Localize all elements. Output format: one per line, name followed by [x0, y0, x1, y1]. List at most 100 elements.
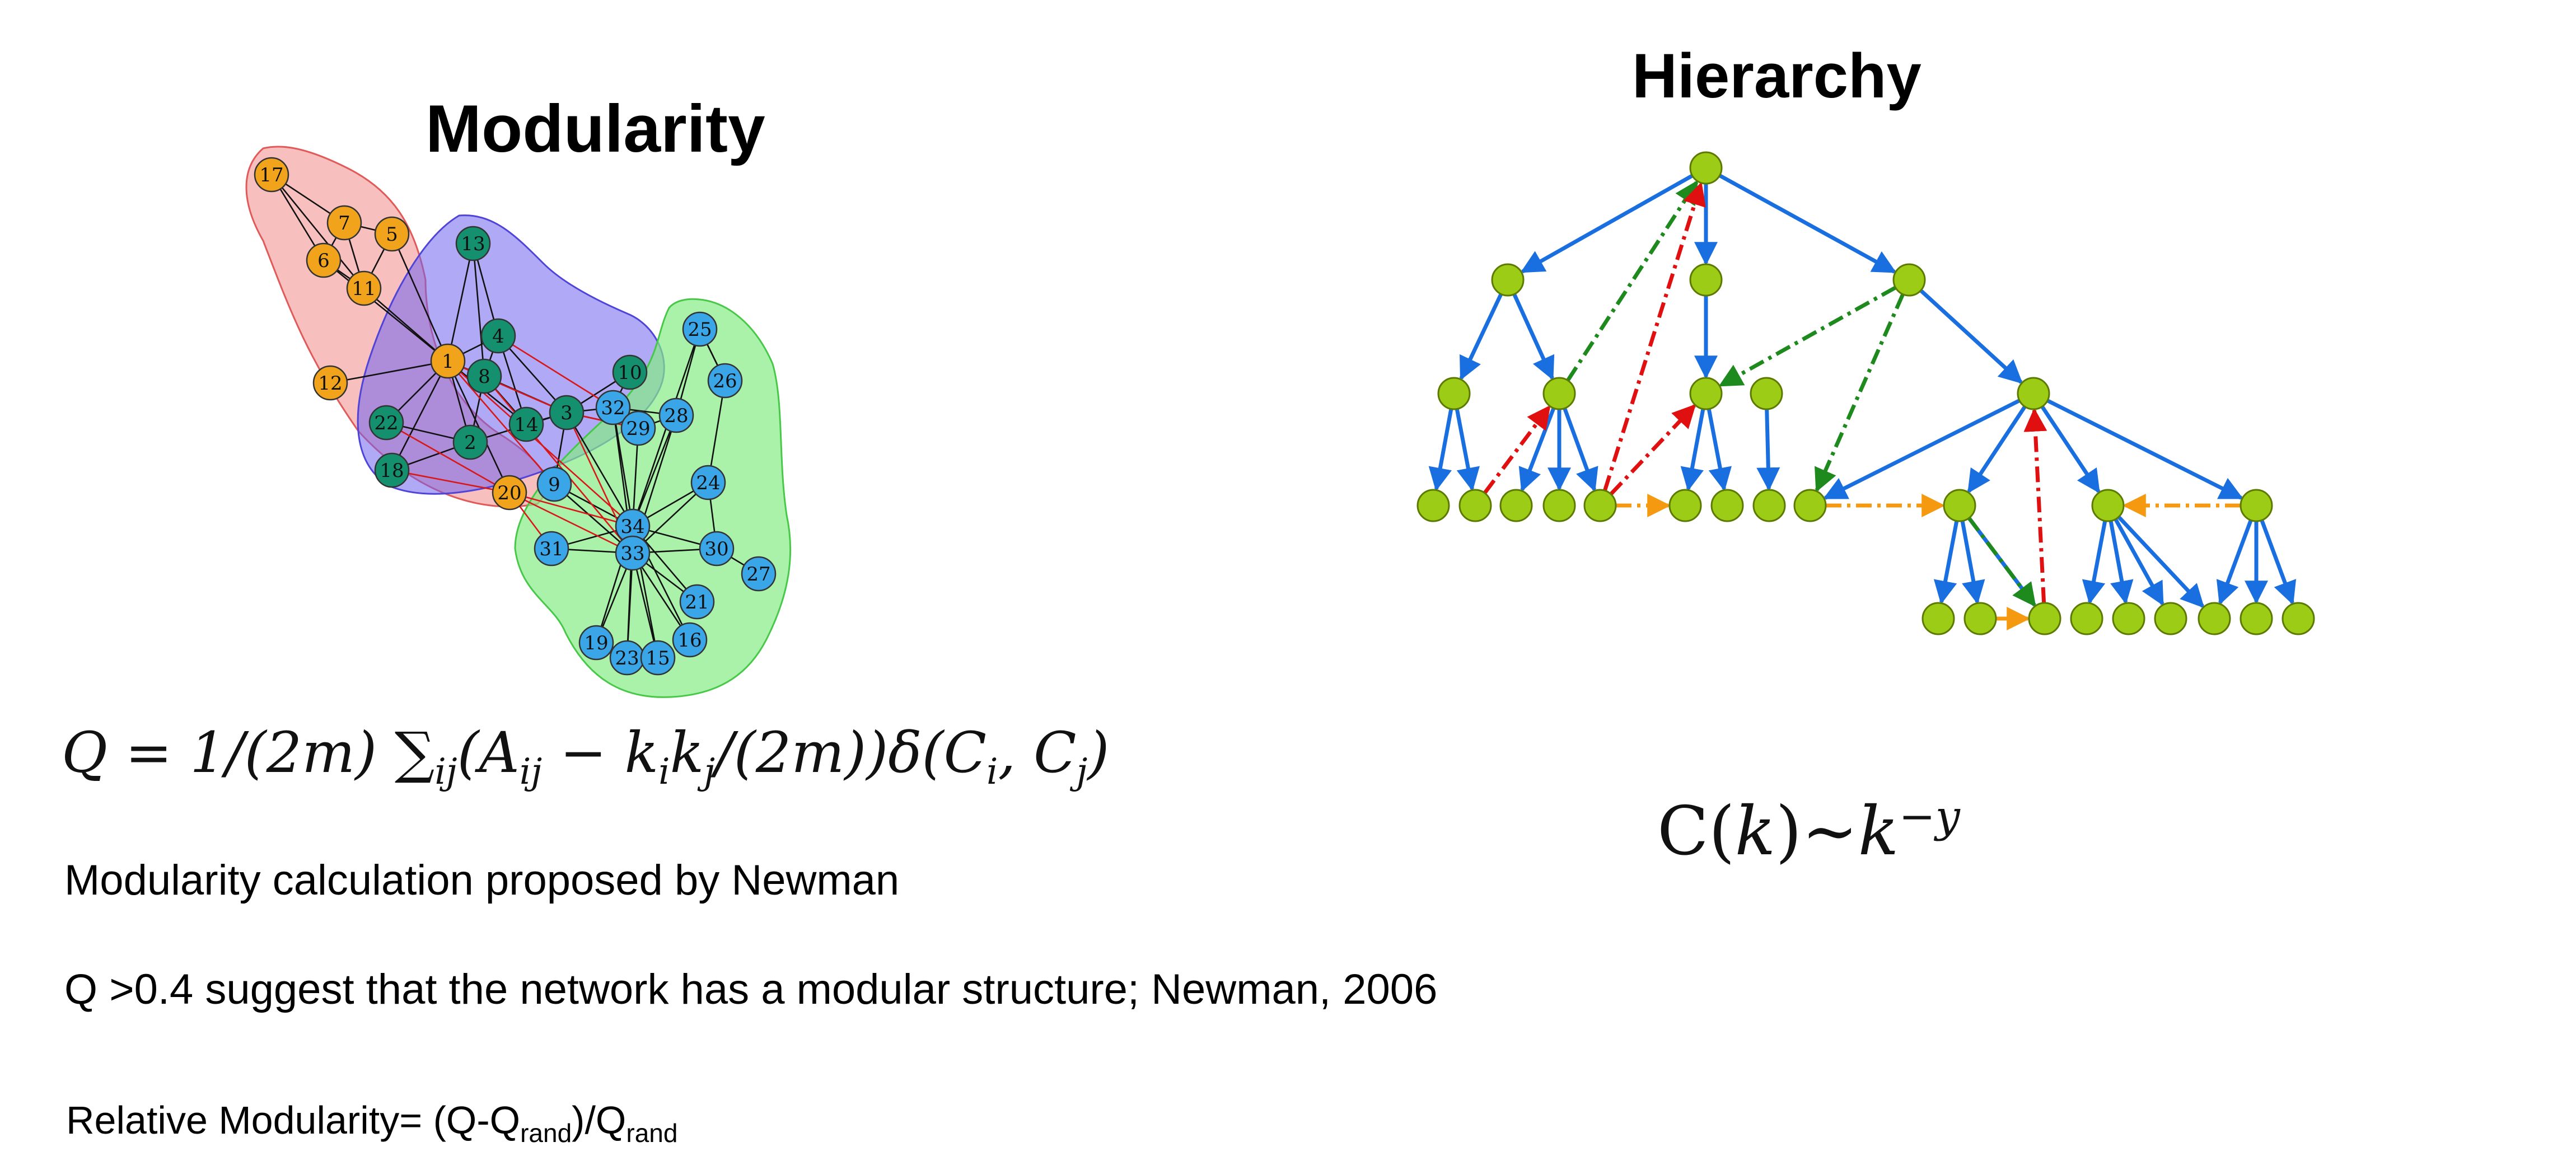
network-node-5: 5 — [374, 216, 410, 252]
network-node-label: 11 — [352, 278, 376, 300]
tree-edge — [1960, 520, 1985, 605]
tree-edge — [2040, 405, 2101, 494]
network-node-25: 25 — [682, 311, 718, 347]
network-node-label: 30 — [704, 538, 728, 560]
network-node-label: 17 — [259, 164, 283, 186]
formula-body-d: /(2m))δ(C — [715, 720, 987, 785]
formula-body-e: , C — [998, 720, 1077, 785]
relative-modularity-formula: Relative Modularity= (Q-Qrand)/Qrand — [66, 1096, 677, 1150]
formula-lhs: Q = 1/(2m) — [62, 720, 395, 785]
tree-edge — [1680, 408, 1705, 492]
tree-node — [1892, 263, 1926, 297]
network-node-label: 28 — [664, 405, 688, 427]
tree-edge — [1459, 293, 1503, 381]
network-node-26: 26 — [707, 363, 743, 399]
tree-node — [1416, 489, 1450, 522]
tree-edge — [1919, 289, 2023, 384]
network-node-11: 11 — [346, 270, 382, 306]
tree-node — [2240, 489, 2273, 522]
formula-ki-subscript: i — [658, 751, 670, 793]
hierarchy-title: Hierarchy — [1632, 41, 1922, 111]
tree-node — [1752, 489, 1786, 522]
shortcut-edge-green — [1718, 286, 1897, 387]
hier-formula-rel: )∼ — [1775, 793, 1858, 871]
tree-node — [1943, 489, 1976, 522]
formula-sum-subscript: ij — [434, 751, 457, 793]
tree-node — [2240, 602, 2273, 635]
relative-prefix: Relative Modularity= (Q-Q — [66, 1098, 521, 1142]
network-node-14: 14 — [508, 406, 544, 442]
network-node-label: 27 — [746, 563, 770, 586]
tree-node — [1793, 489, 1827, 522]
network-node-label: 26 — [713, 370, 737, 392]
formula-cj-subscript: j — [1076, 751, 1088, 793]
network-node-34: 34 — [615, 508, 651, 544]
network-node-33: 33 — [615, 535, 651, 571]
network-node-23: 23 — [609, 640, 645, 676]
hier-formula-exponent: −y — [1899, 792, 1960, 842]
hierarchy-formula: C(k)∼k−y — [1657, 795, 1960, 865]
formula-body-a: (A — [457, 720, 520, 785]
hier-formula-k2: k — [1858, 793, 1899, 871]
network-node-28: 28 — [658, 397, 694, 433]
network-node-label: 6 — [317, 250, 330, 272]
shortcut-edge-red — [1483, 405, 1551, 494]
network-node-8: 8 — [466, 358, 502, 394]
formula-body-b: − k — [542, 720, 659, 785]
formula-a-subscript: ij — [519, 751, 543, 793]
tree-edge — [1756, 409, 1780, 492]
network-node-label: 1 — [442, 350, 454, 373]
network-node-7: 7 — [326, 205, 362, 241]
tree-node — [1689, 263, 1723, 297]
tree-node — [1689, 377, 1723, 410]
tree-node — [2282, 602, 2315, 635]
network-node-label: 7 — [338, 212, 350, 235]
formula-kj-subscript: j — [704, 751, 716, 793]
tree-node — [1750, 377, 1783, 410]
tree-edge — [2046, 399, 2243, 500]
modularity-title: Modularity — [426, 91, 765, 166]
network-node-label: 14 — [514, 414, 538, 436]
network-node-12: 12 — [312, 365, 348, 401]
tree-edge — [2117, 515, 2205, 609]
tree-node — [1689, 151, 1723, 185]
tree-edge — [2216, 520, 2253, 605]
network-node-18: 18 — [374, 452, 410, 488]
network-node-label: 5 — [386, 223, 398, 246]
relative-sub-2: rand — [626, 1118, 678, 1148]
tree-node — [1491, 263, 1525, 297]
network-node-30: 30 — [699, 531, 735, 567]
tree-node — [1542, 489, 1576, 522]
network-node-label: 31 — [539, 538, 563, 560]
network-node-label: 22 — [374, 412, 398, 434]
network-node-32: 32 — [595, 390, 631, 425]
network-node-label: 4 — [492, 325, 504, 348]
network-node-29: 29 — [620, 410, 656, 446]
tree-edge — [1428, 408, 1453, 492]
shortcut-edge-red — [2023, 408, 2047, 603]
network-node-label: 8 — [478, 366, 490, 388]
tree-node — [2028, 602, 2061, 635]
network-node-label: 15 — [646, 647, 670, 670]
formula-ci-subscript: i — [986, 751, 998, 793]
formula-sum-symbol: ∑ — [394, 720, 435, 785]
modularity-formula: Q = 1/(2m) ∑ij(Aij − kikj/(2m))δ(Ci, Cj) — [62, 725, 1109, 790]
tree-edge — [1455, 408, 1480, 492]
network-node-label: 3 — [560, 402, 573, 424]
tree-edge — [2114, 518, 2164, 606]
network-node-27: 27 — [741, 556, 777, 592]
tree-edge — [2260, 520, 2297, 605]
network-node-17: 17 — [254, 157, 289, 193]
shortcut-edge-green — [1815, 293, 1905, 493]
network-node-22: 22 — [368, 405, 404, 441]
shortcut-edge-green — [1566, 180, 1699, 382]
network-node-label: 24 — [696, 472, 720, 494]
formula-body-f: ) — [1087, 720, 1110, 785]
shortcut-edge-red — [1609, 404, 1696, 496]
network-node-20: 20 — [492, 475, 527, 511]
network-node-10: 10 — [612, 354, 648, 390]
network-node-label: 34 — [620, 516, 644, 538]
tree-edge — [1823, 399, 2021, 500]
